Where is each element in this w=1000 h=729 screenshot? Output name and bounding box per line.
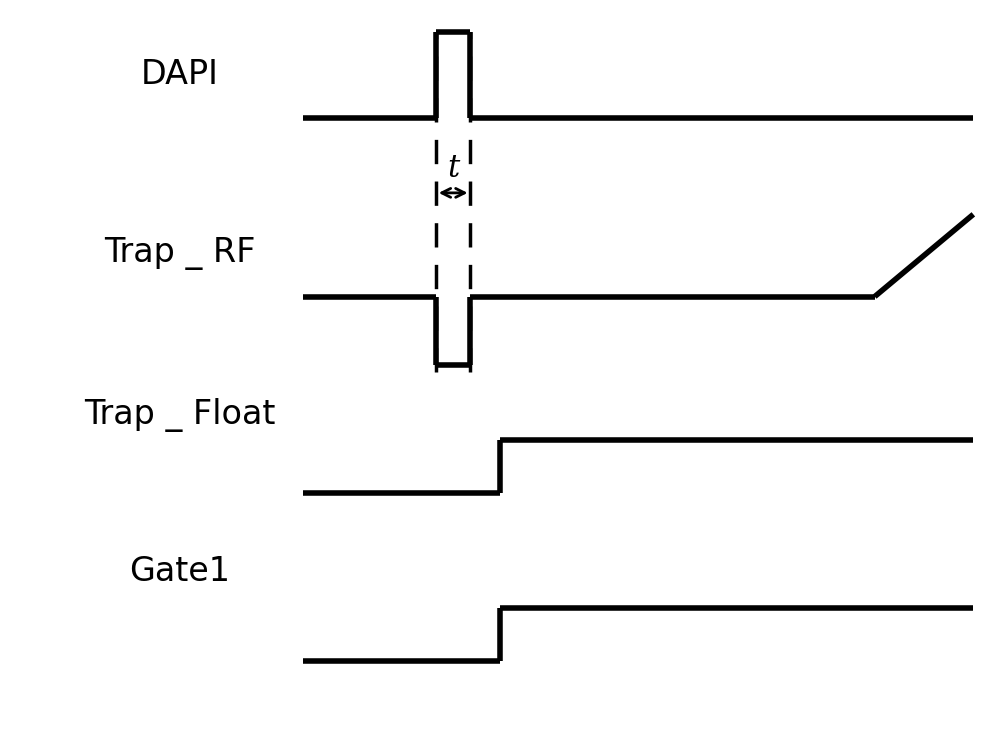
Text: t: t <box>447 152 459 184</box>
Text: Trap _ Float: Trap _ Float <box>84 397 275 432</box>
Text: DAPI: DAPI <box>141 58 218 91</box>
Text: Trap _ RF: Trap _ RF <box>104 237 255 270</box>
Text: Gate1: Gate1 <box>129 555 230 588</box>
